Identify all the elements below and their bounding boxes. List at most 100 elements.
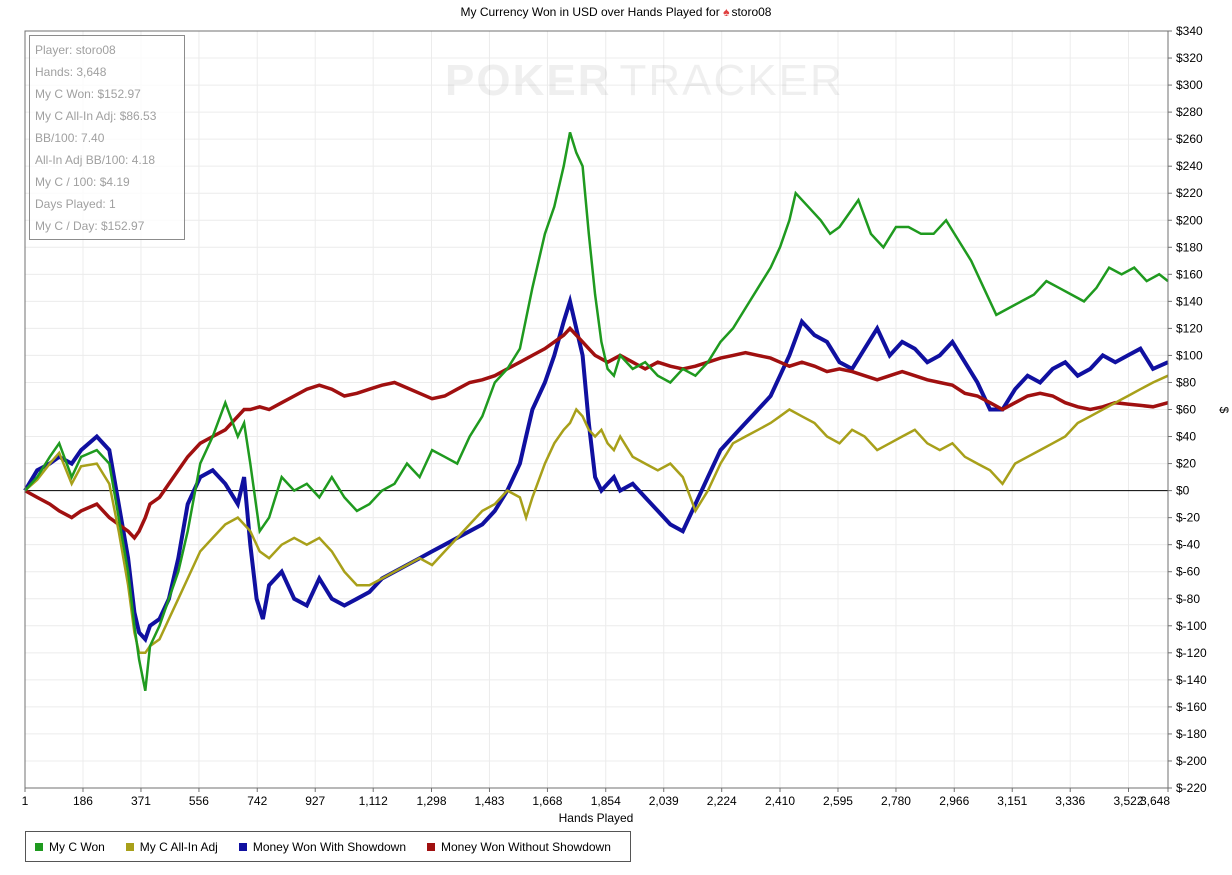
x-tick-label: 2,039 bbox=[649, 794, 679, 808]
stat-label: Hands: bbox=[35, 65, 74, 79]
watermark-part2: TRACKER bbox=[619, 56, 843, 105]
stat-value: $152.97 bbox=[97, 219, 145, 233]
x-tick-label: 1,668 bbox=[532, 794, 562, 808]
legend-item[interactable]: Money Won Without Showdown bbox=[427, 840, 611, 854]
chart-title: My Currency Won in USD over Hands Played… bbox=[0, 5, 1232, 19]
y-tick-label: $100 bbox=[1176, 348, 1203, 362]
y-tick-label: $260 bbox=[1176, 132, 1203, 146]
y-tick-label: $220 bbox=[1176, 186, 1203, 200]
x-tick-label: 2,780 bbox=[881, 794, 911, 808]
y-tick-label: $0 bbox=[1176, 484, 1190, 498]
stat-label: BB/100: bbox=[35, 131, 78, 145]
series-line-money-won-with-showdown bbox=[23, 293, 1169, 644]
y-tick-label: $60 bbox=[1176, 403, 1196, 417]
y-tick-label: $-160 bbox=[1176, 700, 1207, 714]
legend-swatch bbox=[125, 842, 134, 851]
legend-item[interactable]: Money Won With Showdown bbox=[238, 839, 407, 854]
stat-line: My C All-In Adj: $86.53 bbox=[35, 105, 184, 127]
y-tick-label: $240 bbox=[1176, 159, 1203, 173]
x-tick-label: 1,854 bbox=[591, 794, 621, 808]
spade-icon: ♠ bbox=[723, 5, 730, 19]
pokertracker-watermark: POKER TRACKER bbox=[445, 56, 844, 105]
y-tick-label: $-120 bbox=[1176, 646, 1207, 660]
stat-label: All-In Adj BB/100: bbox=[35, 153, 129, 167]
x-tick-label: 3,151 bbox=[997, 794, 1027, 808]
y-tick-label: $180 bbox=[1176, 240, 1203, 254]
x-tick-label: 3,522 bbox=[1113, 794, 1143, 808]
y-tick-label: $320 bbox=[1176, 51, 1203, 65]
x-tick-label: 3,648 bbox=[1140, 794, 1170, 808]
legend-label: Money Won Without Showdown bbox=[441, 839, 611, 854]
stat-line: All-In Adj BB/100: 4.18 bbox=[35, 149, 184, 171]
x-tick-label: 1,112 bbox=[359, 794, 388, 808]
legend-label: Money Won With Showdown bbox=[252, 839, 407, 854]
y-axis: $-220 $-200 $-180 $-160 $-140 $-120 $-100 $-80 $… bbox=[1168, 24, 1207, 795]
y-tick-label: $80 bbox=[1176, 375, 1196, 389]
y-tick-label: $120 bbox=[1176, 321, 1203, 335]
stat-value: 3,648 bbox=[73, 65, 107, 79]
stat-line: My C Won: $152.97 bbox=[35, 83, 184, 105]
x-tick-label: 556 bbox=[189, 794, 209, 808]
x-tick-label: 3,336 bbox=[1055, 794, 1085, 808]
stat-label: My C / 100: bbox=[35, 175, 97, 189]
y-tick-label: $-80 bbox=[1176, 592, 1200, 606]
y-tick-label: $-40 bbox=[1176, 538, 1200, 552]
chart-legend: My C Won My C All-In Adj Money Won With Sh… bbox=[25, 831, 631, 862]
y-tick-label: $-180 bbox=[1176, 727, 1207, 741]
series-lines bbox=[23, 132, 1169, 691]
stat-label: My C All-In Adj: bbox=[35, 109, 117, 123]
x-tick-label: 1 bbox=[22, 794, 29, 808]
x-axis-title: Hands Played bbox=[559, 811, 634, 825]
y-tick-label: $-100 bbox=[1176, 619, 1207, 633]
series-line-money-won-without-showdown bbox=[24, 325, 1169, 541]
y-tick-label: $140 bbox=[1176, 294, 1203, 308]
stat-line: My C / Day: $152.97 bbox=[35, 215, 184, 237]
stat-label: Player: bbox=[35, 43, 73, 57]
stat-line: BB/100: 7.40 bbox=[35, 127, 184, 149]
legend-label: My C Won bbox=[49, 839, 105, 854]
x-tick-label: 742 bbox=[247, 794, 267, 808]
y-tick-label: $160 bbox=[1176, 267, 1203, 281]
stat-value: 1 bbox=[105, 197, 116, 211]
x-tick-label: 2,410 bbox=[765, 794, 795, 808]
y-tick-label: $-140 bbox=[1176, 673, 1207, 687]
x-tick-label: 1,298 bbox=[416, 794, 446, 808]
series-line-my-c-won bbox=[24, 132, 1169, 691]
series-line-my-c-all-in-adj bbox=[24, 374, 1169, 655]
stat-value: storo08 bbox=[72, 43, 116, 57]
y-tick-label: $200 bbox=[1176, 213, 1203, 227]
stats-panel: Player: storo08 Hands: 3,648 My C Won: $15… bbox=[29, 35, 185, 240]
x-tick-label: 2,966 bbox=[939, 794, 969, 808]
y-tick-label: $-200 bbox=[1176, 754, 1207, 768]
y-tick-label: $-60 bbox=[1176, 565, 1200, 579]
legend-item[interactable]: My C All-In Adj bbox=[125, 839, 218, 854]
chart-title-player: storo08 bbox=[731, 5, 772, 19]
x-tick-label: 2,224 bbox=[707, 794, 737, 808]
watermark-part1: POKER bbox=[445, 56, 611, 105]
stat-value: $86.53 bbox=[116, 109, 157, 123]
x-tick-label: 2,595 bbox=[823, 794, 853, 808]
legend-swatch bbox=[427, 842, 436, 851]
y-tick-label: $-20 bbox=[1176, 511, 1200, 525]
y-tick-label: $340 bbox=[1176, 24, 1203, 38]
legend-label: My C All-In Adj bbox=[139, 839, 218, 854]
legend-item[interactable]: My C Won bbox=[35, 840, 105, 854]
x-tick-label: 186 bbox=[73, 794, 93, 808]
watermark-text: POKER TRACKER bbox=[445, 56, 844, 105]
stat-value: 4.18 bbox=[128, 153, 156, 167]
y-tick-label: $300 bbox=[1176, 78, 1203, 92]
y-tick-label: $20 bbox=[1176, 457, 1196, 471]
stat-line: Player: storo08 bbox=[35, 39, 184, 61]
x-axis: 1 186 371 556 742 927 1,112 1,298 1,483 1,668 1,85… bbox=[22, 788, 1170, 808]
legend-swatch bbox=[238, 842, 247, 851]
chart-title-text: My Currency Won in USD over Hands Played… bbox=[460, 5, 720, 19]
stat-value: $152.97 bbox=[94, 87, 141, 101]
stat-value: 7.40 bbox=[77, 131, 105, 145]
stat-value: $4.19 bbox=[96, 175, 130, 189]
x-tick-label: 371 bbox=[131, 794, 151, 808]
stat-line: Days Played: 1 bbox=[35, 193, 184, 215]
stat-label: My C / Day: bbox=[35, 219, 98, 233]
stat-line: Hands: 3,648 bbox=[35, 61, 184, 83]
y-tick-label: $-220 bbox=[1176, 781, 1207, 795]
